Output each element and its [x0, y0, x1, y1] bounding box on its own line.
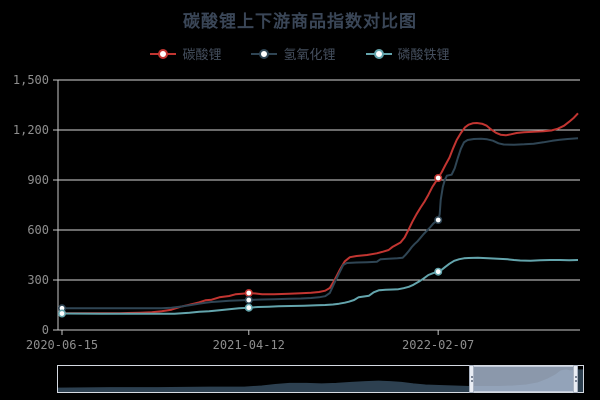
data-point-marker-lithium-carbonate[interactable] [244, 288, 253, 297]
x-tick-label: 2021-04-12 [213, 338, 285, 352]
series-line-lithium-iron-phosphate [61, 256, 579, 315]
data-point-marker-lithium-iron-phosphate[interactable] [244, 303, 253, 312]
legend-item-lithium-hydroxide[interactable]: 氢氧化锂 [251, 44, 336, 63]
legend-label: 磷酸铁锂 [397, 47, 450, 62]
legend: 碳酸锂 氢氧化锂 磷酸铁锂 [0, 44, 600, 63]
data-point-marker-lithium-iron-phosphate[interactable] [57, 309, 66, 318]
data-point-marker-lithium-hydroxide[interactable] [434, 216, 443, 225]
chart-title: 碳酸锂上下游商品指数对比图 [183, 12, 417, 31]
series-line-lithium-carbonate [62, 112, 579, 315]
legend-item-lithium-iron-phosphate[interactable]: 磷酸铁锂 [365, 44, 450, 63]
data-point-marker-lithium-hydroxide[interactable] [244, 295, 253, 304]
legend-line-dot-icon [251, 48, 278, 59]
datazoom-slider[interactable] [57, 365, 584, 393]
y-tick-label: 900 [27, 173, 49, 187]
handle-grip-dot [470, 376, 473, 378]
x-tick-label: 2020-06-15 [26, 338, 98, 352]
series-line-lithium-hydroxide [62, 137, 579, 310]
datazoom-right-handle[interactable] [573, 365, 578, 393]
y-tick-label: 1,500 [13, 73, 49, 87]
data-point-marker-lithium-carbonate[interactable] [434, 174, 443, 183]
legend-label: 氢氧化锂 [283, 47, 336, 62]
y-tick-label: 600 [27, 223, 49, 237]
handle-grip-dot [574, 380, 577, 382]
y-tick-label: 0 [42, 323, 49, 337]
handle-grip-dot [574, 376, 577, 378]
legend-line-dot-icon [150, 48, 177, 59]
y-tick-label: 300 [27, 273, 49, 287]
datazoom-selected-window[interactable] [471, 366, 576, 392]
data-point-marker-lithium-iron-phosphate[interactable] [434, 267, 443, 276]
y-tick-label: 1,200 [13, 123, 49, 137]
datazoom-left-handle[interactable] [469, 365, 474, 393]
legend-label: 碳酸锂 [182, 47, 222, 62]
handle-grip-dot [470, 380, 473, 382]
x-tick-label: 2022-02-07 [402, 338, 474, 352]
legend-line-dot-icon [365, 48, 392, 59]
legend-item-lithium-carbonate[interactable]: 碳酸锂 [150, 44, 221, 63]
